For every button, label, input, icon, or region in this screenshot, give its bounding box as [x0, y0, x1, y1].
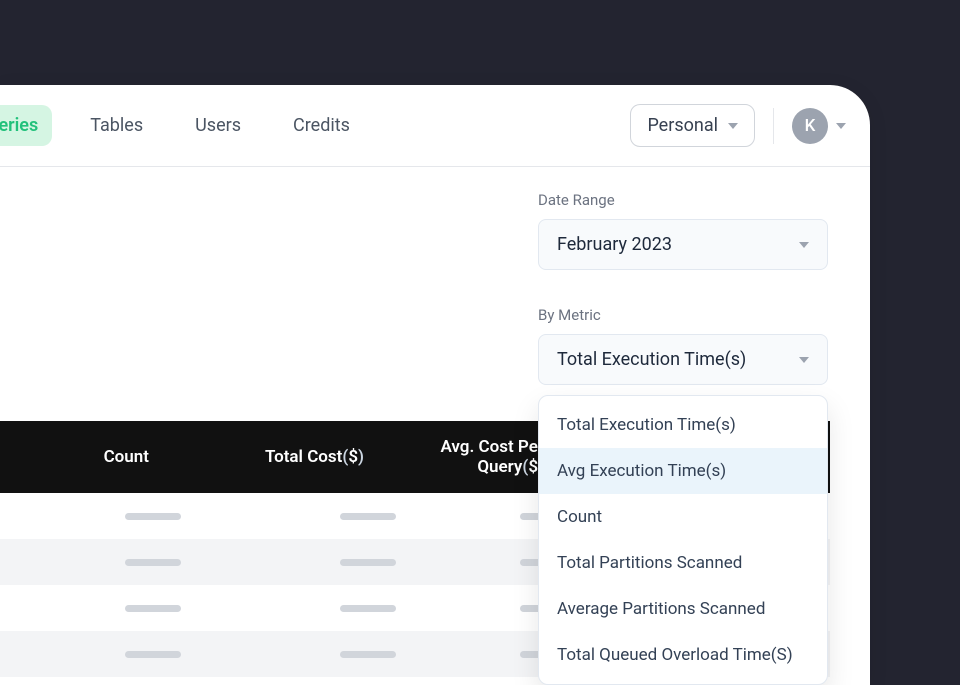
- date-range-select[interactable]: February 2023: [538, 219, 828, 270]
- user-menu[interactable]: K: [792, 108, 846, 144]
- app-panel: Queries Tables Users Credits Personal K …: [0, 85, 870, 685]
- date-range-label: Date Range: [538, 191, 828, 209]
- date-range-value: February 2023: [557, 234, 672, 255]
- tab-users[interactable]: Users: [181, 105, 255, 146]
- metric-option[interactable]: Average Partitions Scanned: [539, 586, 827, 632]
- cell: [32, 559, 197, 566]
- avatar: K: [792, 108, 828, 144]
- by-metric-group: By Metric Total Execution Time(s) Total …: [538, 306, 828, 385]
- metric-option[interactable]: Avg Execution Time(s): [539, 448, 827, 494]
- date-range-group: Date Range February 2023: [538, 191, 828, 270]
- skeleton: [125, 651, 181, 658]
- table-col-avg-cost: Avg. Cost Per Query($): [380, 423, 560, 491]
- by-metric-select[interactable]: Total Execution Time(s): [538, 334, 828, 385]
- skeleton: [340, 513, 396, 520]
- chevron-down-icon: [728, 123, 738, 129]
- chevron-down-icon: [799, 357, 809, 363]
- account-selector[interactable]: Personal: [630, 104, 755, 147]
- by-metric-dropdown: Total Execution Time(s)Avg Execution Tim…: [538, 395, 828, 685]
- skeleton: [125, 513, 181, 520]
- cell: [197, 605, 412, 612]
- cell: [32, 605, 197, 612]
- skeleton: [340, 605, 396, 612]
- account-label: Personal: [647, 115, 718, 136]
- cell: [197, 559, 412, 566]
- cell: [197, 513, 412, 520]
- header: Queries Tables Users Credits Personal K: [0, 85, 870, 167]
- by-metric-label: By Metric: [538, 306, 828, 324]
- tab-tables[interactable]: Tables: [76, 105, 157, 146]
- skeleton: [125, 559, 181, 566]
- metric-option[interactable]: Total Queued Overload Time(S): [539, 632, 827, 678]
- chevron-down-icon: [799, 242, 809, 248]
- metric-option[interactable]: Count: [539, 494, 827, 540]
- metric-option[interactable]: Total Partitions Scanned: [539, 540, 827, 586]
- cell: [32, 651, 197, 658]
- cell: [32, 513, 197, 520]
- table-col-total-cost: Total Cost($): [165, 433, 380, 481]
- metric-option[interactable]: Total Execution Time(s): [539, 402, 827, 448]
- skeleton: [340, 651, 396, 658]
- cell: [197, 651, 412, 658]
- tab-queries[interactable]: Queries: [0, 105, 52, 146]
- filters: Date Range February 2023 By Metric Total…: [538, 191, 828, 421]
- by-metric-value: Total Execution Time(s): [557, 349, 746, 370]
- tab-credits[interactable]: Credits: [279, 105, 364, 146]
- chevron-down-icon: [836, 123, 846, 129]
- header-right: Personal K: [630, 104, 846, 147]
- tabs: Queries Tables Users Credits: [0, 105, 364, 146]
- skeleton: [340, 559, 396, 566]
- skeleton: [125, 605, 181, 612]
- table-col-count: Count: [0, 433, 165, 481]
- divider: [773, 108, 774, 144]
